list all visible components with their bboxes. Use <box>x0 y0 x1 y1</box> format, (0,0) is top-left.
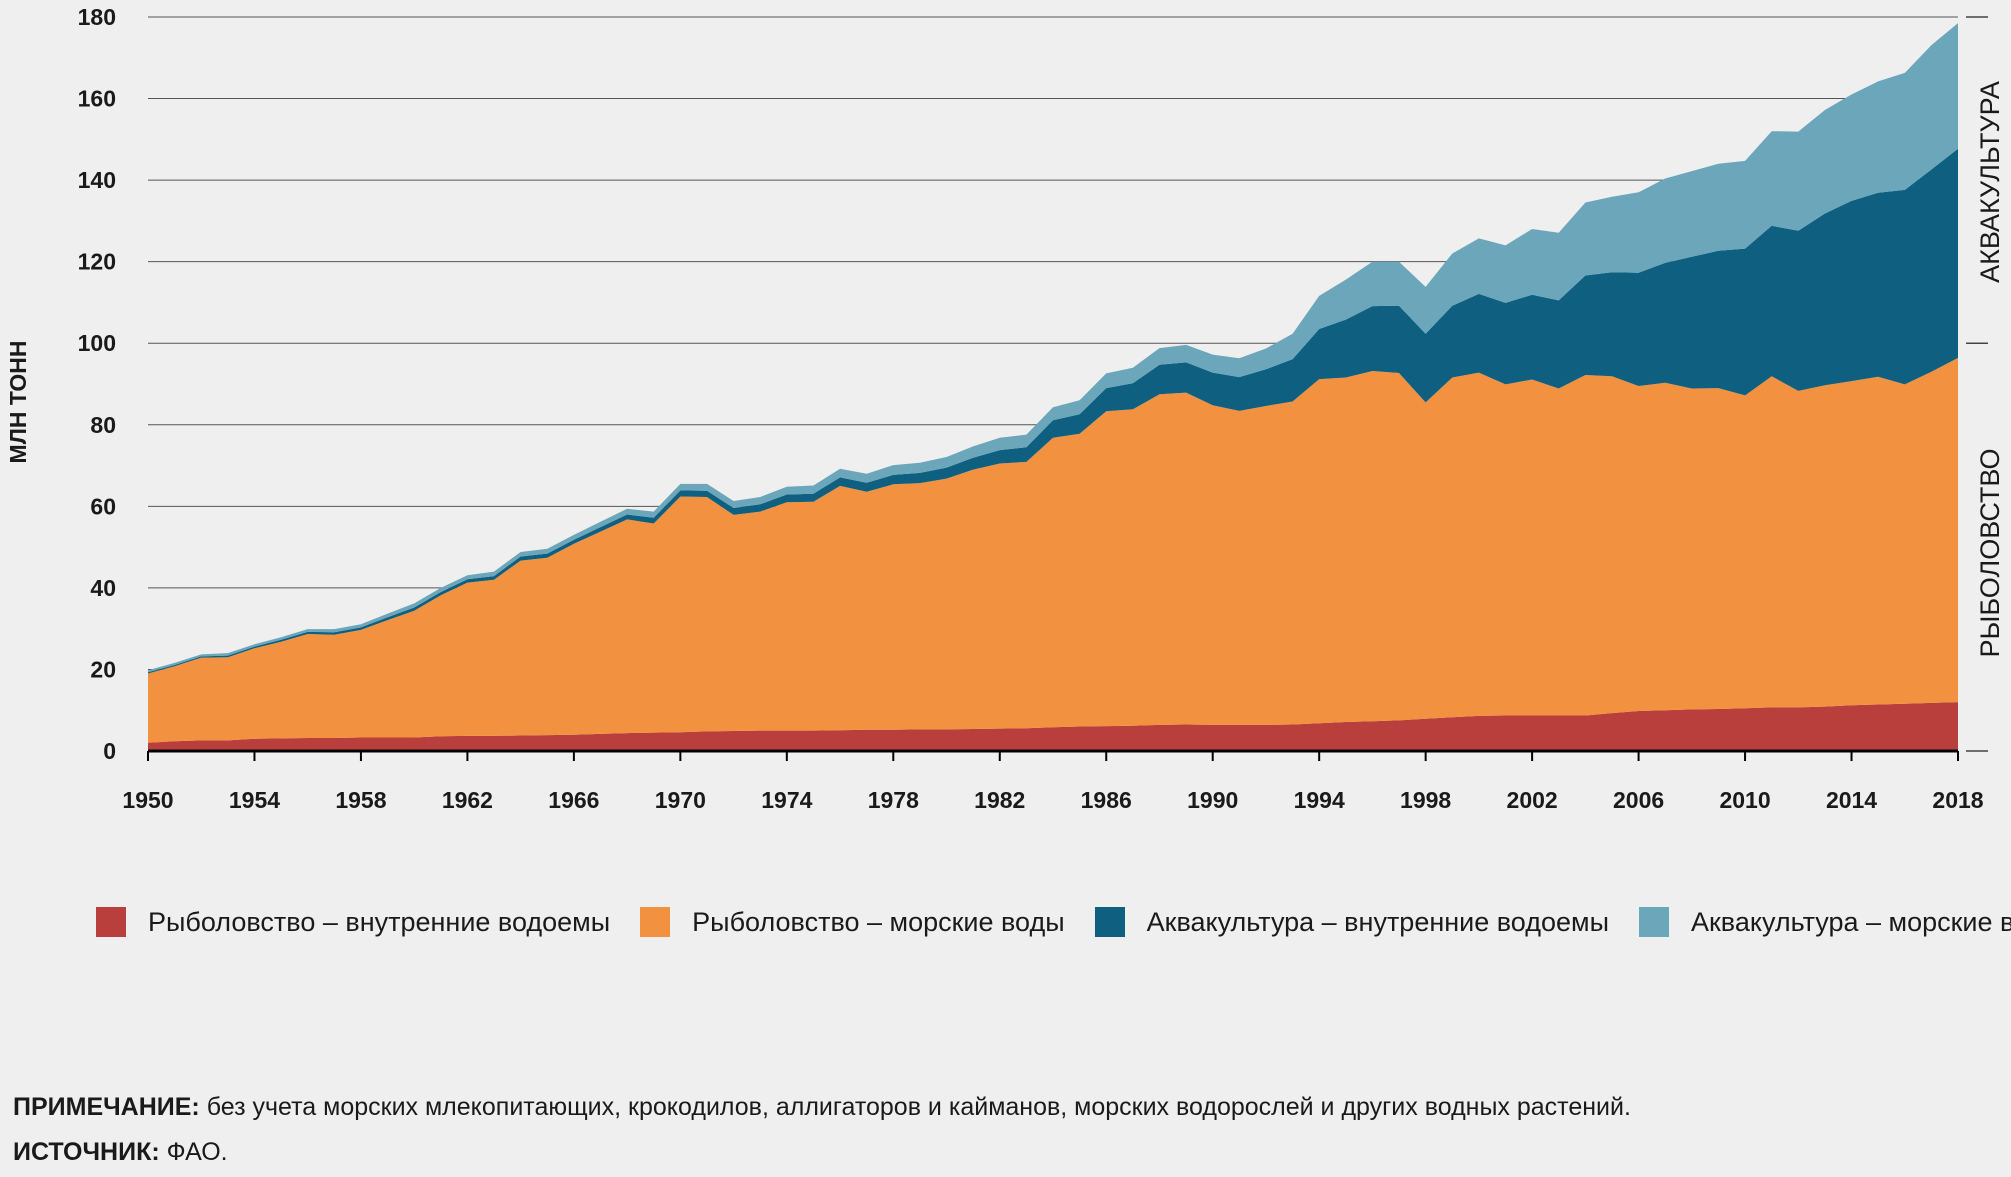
side-label-aquaculture: АКВАКУЛЬТУРА <box>1975 81 2005 283</box>
legend-swatch <box>1638 907 1669 937</box>
y-tick-label: 80 <box>90 412 116 438</box>
source-line: ИСТОЧНИК: ФАО. <box>13 1138 228 1167</box>
legend-item-inland-fishing: Рыболовство – внутренние водоемы <box>96 907 610 938</box>
x-tick-label: 1970 <box>655 787 706 813</box>
legend-swatch <box>1094 907 1125 937</box>
legend-item-inland-aquaculture: Аквакультура – внутренние водоемы <box>1094 906 1609 938</box>
x-tick-label: 2002 <box>1507 787 1558 813</box>
y-tick-label: 40 <box>90 575 116 601</box>
x-tick-label: 1990 <box>1187 787 1238 813</box>
note-text: без учета морских млекопитающих, крокоди… <box>206 1093 1631 1121</box>
y-tick-label: 20 <box>90 656 116 682</box>
side-label-fishing: РЫБОЛОВСТВО <box>1975 448 2005 657</box>
legend: Рыболовство – внутренние водоемы Рыболов… <box>96 902 2011 942</box>
y-tick-label: 120 <box>78 249 116 275</box>
legend-swatch <box>640 907 671 937</box>
x-tick-label: 1998 <box>1400 787 1451 813</box>
x-tick-label: 1978 <box>868 787 919 813</box>
note-label: ПРИМЕЧАНИЕ: <box>13 1093 200 1121</box>
legend-label: Рыболовство – внутренние водоемы <box>148 906 611 937</box>
x-tick-label: 1982 <box>974 787 1025 813</box>
source-label: ИСТОЧНИК: <box>13 1138 160 1166</box>
x-tick-label: 2010 <box>1719 787 1770 813</box>
y-tick-label: 160 <box>78 86 116 112</box>
legend-item-marine-fishing: Рыболовство – морские воды <box>640 907 1065 938</box>
x-tick-label: 1966 <box>548 787 599 813</box>
legend-item-marine-aquaculture: Аквакультура – морские воды <box>1638 906 2011 938</box>
y-tick-label: 60 <box>90 493 116 519</box>
x-tick-label: 1986 <box>1081 787 1132 813</box>
legend-label: Рыболовство – морские воды <box>692 906 1065 937</box>
y-tick-label: 140 <box>78 167 116 193</box>
x-tick-label: 1958 <box>335 787 386 813</box>
note-line: ПРИМЕЧАНИЕ: без учета морских млекопитаю… <box>13 1093 1631 1122</box>
stacked-areas <box>148 23 1958 751</box>
x-tick-label: 1962 <box>442 787 493 813</box>
x-tick-label: 2018 <box>1932 787 1983 813</box>
axes: 0 20 40 60 80 100 120 140 160 180 1950 1954 1958 1962… <box>78 4 1988 813</box>
legend-label: Аквакультура – морские воды <box>1690 906 2011 937</box>
y-tick-label: 180 <box>78 4 116 30</box>
legend-label: Аквакультура – внутренние водоемы <box>1146 906 1609 937</box>
legend-swatch <box>96 907 126 937</box>
x-tick-label: 2006 <box>1613 787 1664 813</box>
y-axis-title: МЛН ТОНН <box>5 341 31 464</box>
y-tick-label: 0 <box>103 738 116 764</box>
area-series-1 <box>148 702 1958 751</box>
y-tick-label: 100 <box>78 330 116 356</box>
x-tick-label: 1950 <box>122 787 173 813</box>
x-tick-label: 2014 <box>1826 787 1877 813</box>
x-tick-label: 1994 <box>1294 787 1345 813</box>
source-text: ФАО. <box>166 1138 228 1166</box>
x-tick-label: 1974 <box>761 787 812 813</box>
area-series-2 <box>148 357 1958 743</box>
x-tick-label: 1954 <box>229 787 280 813</box>
